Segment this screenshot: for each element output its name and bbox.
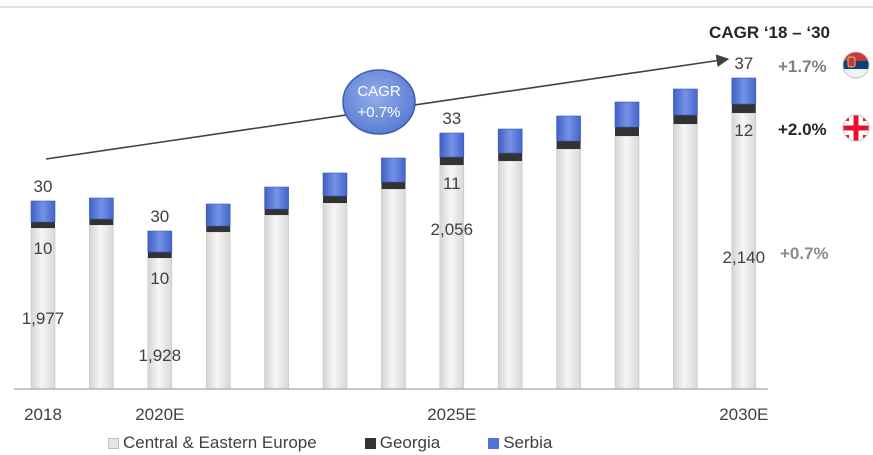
bar-georgia-2018 [31,222,55,228]
bar-cee-2024 [381,188,406,390]
data-label-serbia-2025E: 33 [442,109,461,128]
legend-label-serbia: Serbia [503,433,553,452]
bar-cee-2021 [205,231,231,390]
bar-cee-2027 [556,148,581,390]
bar-georgia-2027 [556,141,581,149]
data-label-georgia-2030E: 12 [734,121,753,140]
x-tick-label-2018: 2018 [24,405,62,424]
bar-serbia-2018 [30,200,56,223]
bar-georgia-2023 [323,196,347,203]
cagr-bubble: CAGR +0.7% [342,69,416,135]
bar-georgia-2026 [498,153,523,161]
bar-georgia-2020E [147,252,172,258]
cagr-bubble-line1: CAGR [357,83,401,100]
data-label-georgia-2018: 10 [34,239,53,258]
bar-serbia-2030E [731,77,757,105]
legend: Central & Eastern Europe Georgia Serbia [108,432,552,454]
legend-label-georgia: Georgia [379,433,441,452]
bar-cee-2023 [322,202,348,390]
bar-serbia-2020E [147,230,173,253]
bar-georgia-2024 [381,182,406,189]
legend-item-cee: Central & Eastern Europe [108,433,317,453]
bar-georgia-2021 [206,226,231,232]
data-label-serbia-2018: 30 [34,177,53,196]
data-label-georgia-2020E: 10 [150,269,169,288]
legend-swatch-georgia [364,437,376,449]
bar-serbia-2028 [614,101,640,128]
bar-georgia-2025E [439,157,464,165]
cagr-header: CAGR ‘18 – ‘30 [709,23,830,42]
bar-georgia-2019 [89,219,114,225]
bars [30,77,757,390]
x-tick-label-2020E: 2020E [135,405,184,424]
data-label-serbia-2020E: 30 [150,207,169,226]
cagr-bubble-line2: +0.7% [358,104,401,121]
data-label-serbia-2030E: 37 [734,54,753,73]
data-label-central-eastern-europe-2025E: 2,056 [431,220,474,239]
legend-swatch-cee [108,437,119,449]
legend-item-serbia: Serbia [488,433,552,453]
cagr-cee: +0.7% [780,244,829,263]
bar-cee-2025E [439,164,465,390]
legend-item-georgia: Georgia [364,433,441,453]
bar-cee-2026 [497,160,523,390]
bar-serbia-2024 [381,157,406,183]
data-label-central-eastern-europe-2020E: 1,928 [139,346,182,365]
bar-serbia-2027 [556,115,581,142]
bar-serbia-2019 [89,197,114,220]
bar-georgia-2029 [673,115,698,124]
bar-cee-2019 [89,224,114,390]
x-tick-label-2025E: 2025E [427,405,476,424]
bar-cee-2022 [264,214,289,390]
bar-georgia-2028 [615,127,639,136]
legend-label-cee: Central & Eastern Europe [123,433,317,452]
bar-cee-2018 [30,227,56,390]
bar-georgia-2022 [264,209,289,215]
bar-serbia-2025E [439,132,465,158]
data-label-georgia-2025E: 11 [443,174,461,193]
bar-serbia-2029 [673,88,698,116]
bar-serbia-2021 [205,203,231,227]
x-axis-ticks: 2018 2020E 2025E 2030E [24,405,768,424]
bar-cee-2028 [614,135,640,390]
bar-cee-2029 [673,123,698,390]
x-tick-label-2030E: 2030E [719,405,768,424]
bar-serbia-2022 [264,186,289,210]
bar-serbia-2023 [322,172,348,197]
data-label-central-eastern-europe-2018: 1,977 [22,309,65,328]
bar-serbia-2026 [497,128,523,154]
cagr-serbia: +1.7% [778,57,827,76]
data-labels: 30 10 1,977 30 10 1,928 33 11 2,056 37 12 2,140 [22,54,765,365]
cagr-georgia: +2.0% [778,120,827,139]
bar-georgia-2030E [731,104,756,113]
bar-cee-2030E [731,112,757,390]
data-label-central-eastern-europe-2030E: 2,140 [723,248,766,267]
legend-swatch-serbia [488,437,500,449]
serbia-flag-icon [842,51,870,79]
georgia-flag-icon [842,114,870,142]
